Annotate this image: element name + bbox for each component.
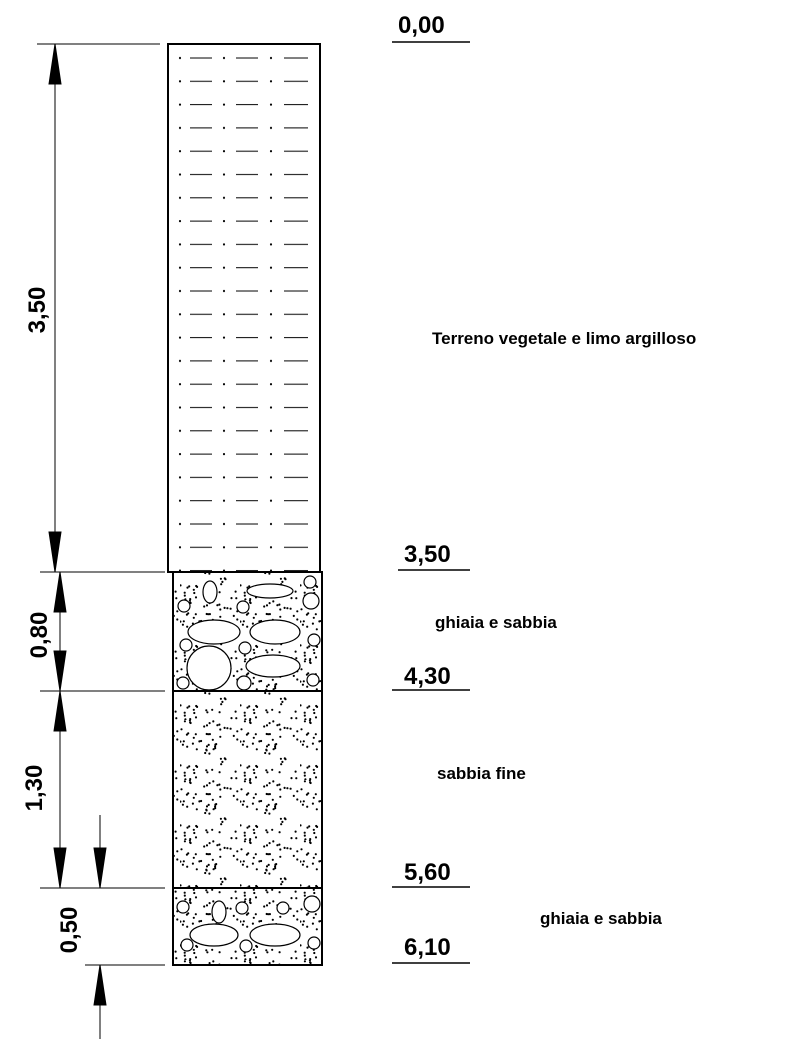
gravel-clasts-2 [176,895,321,953]
thickness-label: 1,30 [21,765,48,812]
thickness-label: 0,50 [56,907,83,954]
thickness-label: 3,50 [24,287,51,334]
layer-description: ghiaia e sabbia [540,909,662,928]
depth-label: 4,30 [404,663,451,690]
layer-description: Terreno vegetale e limo argilloso [432,329,696,348]
thickness-label: 0,80 [26,612,53,659]
layer-description: ghiaia e sabbia [435,613,557,632]
depth-label: 6,10 [404,934,451,961]
layer-gravel-2 [172,887,323,966]
layer-description: sabbia fine [437,764,526,783]
depth-label: 5,60 [404,859,451,886]
layer-sand [172,690,323,889]
depth-underlines [392,41,470,964]
dimension-lines [37,43,165,1039]
depth-label: 0,00 [398,12,445,39]
layer-clay [167,43,321,573]
depth-label: 3,50 [404,541,451,568]
gravel-clasts [176,575,321,691]
